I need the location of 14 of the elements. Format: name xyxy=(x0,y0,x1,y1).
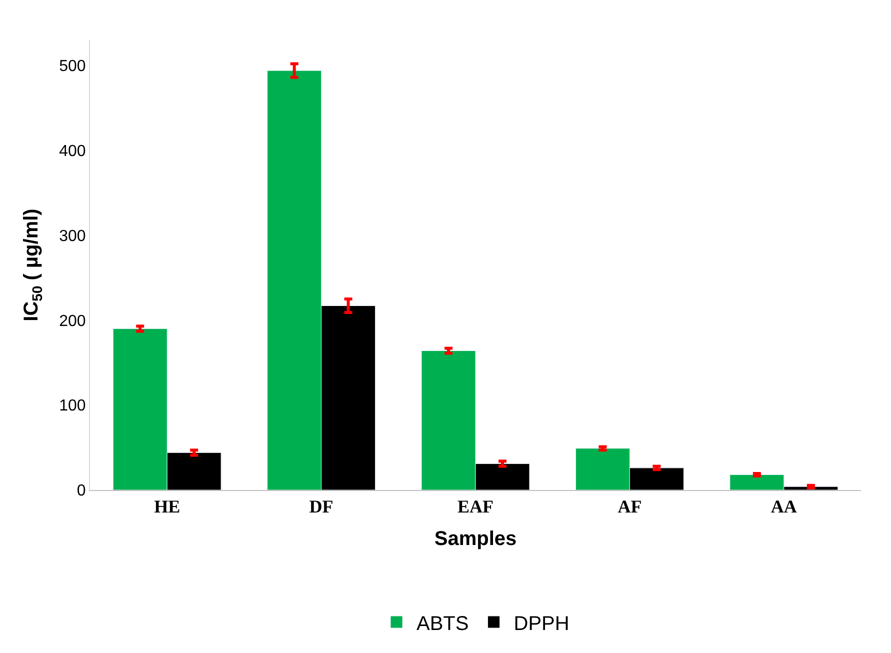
y-tick-label: 300 xyxy=(59,228,86,245)
x-tick-label: AA xyxy=(770,496,797,517)
x-tick-label: DF xyxy=(309,496,334,517)
y-tick-label: 500 xyxy=(59,58,86,76)
y-tick-label: 400 xyxy=(59,142,86,160)
x-tick-label: AF xyxy=(618,496,642,517)
x-axis-title: Samples xyxy=(434,528,517,550)
legend-label: DPPH xyxy=(514,612,570,635)
y-tick-label: 200 xyxy=(59,312,86,330)
x-tick-label: EAF xyxy=(458,496,494,517)
legend-label: ABTS xyxy=(416,612,469,635)
y-tick-label: 100 xyxy=(59,398,86,415)
y-tick-label: 0 xyxy=(76,482,86,500)
x-tick-label: HE xyxy=(154,496,180,517)
